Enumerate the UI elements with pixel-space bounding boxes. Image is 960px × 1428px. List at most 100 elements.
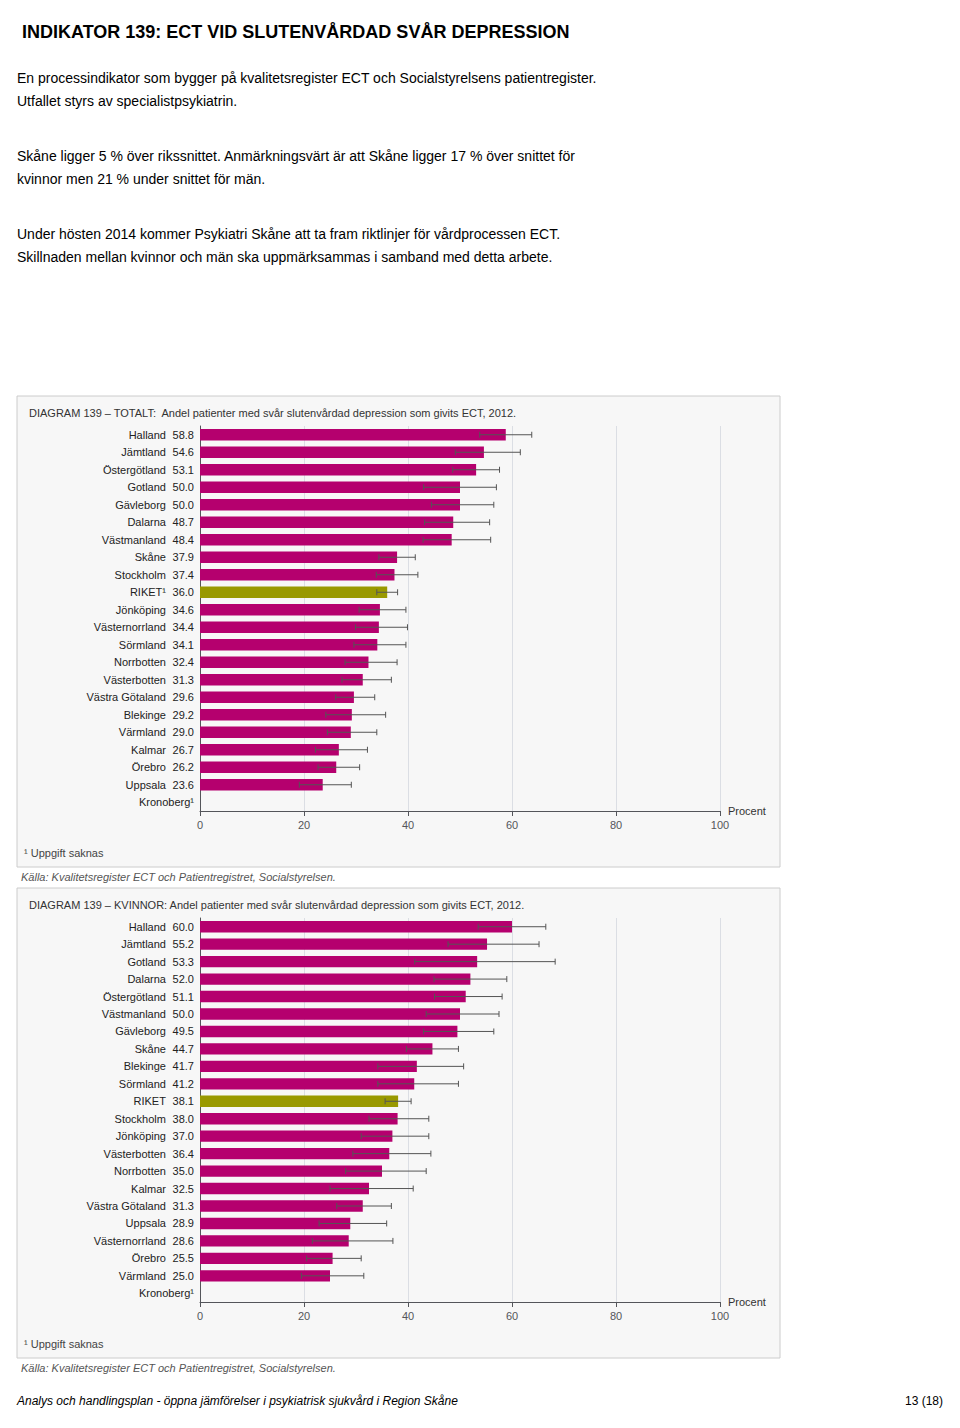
svg-text:kvinnor men 21 % under snittet: kvinnor men 21 % under snittet för män.: [17, 171, 265, 187]
svg-text:35.0: 35.0: [173, 1165, 194, 1177]
svg-text:37.4: 37.4: [173, 569, 194, 581]
svg-text:50.0: 50.0: [173, 481, 194, 493]
svg-text:Norrbotten: Norrbotten: [114, 1165, 166, 1177]
svg-text:En processindikator som bygger: En processindikator som bygger på kvalit…: [17, 70, 596, 86]
svg-text:25.0: 25.0: [173, 1270, 194, 1282]
svg-text:25.5: 25.5: [173, 1252, 194, 1264]
svg-text:31.3: 31.3: [173, 674, 194, 686]
svg-text:32.5: 32.5: [173, 1183, 194, 1195]
svg-text:37.0: 37.0: [173, 1130, 194, 1142]
svg-text:20: 20: [298, 1310, 310, 1322]
svg-text:80: 80: [610, 819, 622, 831]
svg-text:Västmanland: Västmanland: [102, 534, 166, 546]
svg-text:Värmland: Värmland: [119, 1270, 166, 1282]
svg-text:RIKET¹: RIKET¹: [130, 586, 166, 598]
svg-text:Kalmar: Kalmar: [131, 744, 166, 756]
svg-text:38.1: 38.1: [173, 1095, 194, 1107]
svg-text:40: 40: [402, 819, 414, 831]
svg-text:Västra Götaland: Västra Götaland: [86, 691, 166, 703]
svg-text:Västernorrland: Västernorrland: [94, 1235, 166, 1247]
svg-text:INDIKATOR 139: ECT VID SLUTENV: INDIKATOR 139: ECT VID SLUTENVÅRDAD SVÅR…: [22, 22, 569, 42]
svg-text:60: 60: [506, 1310, 518, 1322]
svg-text:13 (18): 13 (18): [905, 1394, 943, 1408]
svg-text:44.7: 44.7: [173, 1043, 194, 1055]
svg-text:Under hösten 2014 kommer Psyki: Under hösten 2014 kommer Psykiatri Skåne…: [17, 226, 560, 242]
svg-text:32.4: 32.4: [173, 656, 194, 668]
svg-text:Uppsala: Uppsala: [126, 779, 167, 791]
svg-text:Jönköping: Jönköping: [116, 604, 166, 616]
svg-text:Uppsala: Uppsala: [126, 1217, 167, 1229]
svg-text:Kronoberg¹: Kronoberg¹: [139, 796, 194, 808]
svg-text:52.0: 52.0: [173, 973, 194, 985]
svg-text:0: 0: [197, 819, 203, 831]
svg-text:26.2: 26.2: [173, 761, 194, 773]
svg-text:Skåne: Skåne: [135, 551, 166, 563]
svg-text:40: 40: [402, 1310, 414, 1322]
svg-text:37.9: 37.9: [173, 551, 194, 563]
svg-text:Norrbotten: Norrbotten: [114, 656, 166, 668]
svg-text:60: 60: [506, 819, 518, 831]
svg-text:Källa: Kvalitetsregister ECT o: Källa: Kvalitetsregister ECT och Patient…: [21, 1362, 336, 1374]
svg-text:41.7: 41.7: [173, 1060, 194, 1072]
svg-text:Utfallet styrs av specialistps: Utfallet styrs av specialistpsykiatrin.: [17, 93, 237, 109]
svg-text:41.2: 41.2: [173, 1078, 194, 1090]
svg-text:¹ Uppgift saknas: ¹ Uppgift saknas: [24, 847, 104, 859]
svg-text:Västernorrland: Västernorrland: [94, 621, 166, 633]
svg-text:Källa: Kvalitetsregister ECT o: Källa: Kvalitetsregister ECT och Patient…: [21, 871, 336, 883]
svg-text:Dalarna: Dalarna: [127, 973, 166, 985]
svg-text:Stockholm: Stockholm: [115, 569, 166, 581]
svg-text:Västra Götaland: Västra Götaland: [86, 1200, 166, 1212]
svg-text:Stockholm: Stockholm: [115, 1113, 166, 1125]
svg-text:36.4: 36.4: [173, 1148, 194, 1160]
svg-text:28.9: 28.9: [173, 1217, 194, 1229]
svg-text:Dalarna: Dalarna: [127, 516, 166, 528]
svg-text:53.1: 53.1: [173, 464, 194, 476]
svg-text:Jönköping: Jönköping: [116, 1130, 166, 1142]
svg-text:Jämtland: Jämtland: [121, 446, 166, 458]
svg-text:DIAGRAM 139 – KVINNOR: Andel p: DIAGRAM 139 – KVINNOR: Andel patienter m…: [29, 899, 524, 911]
svg-text:100: 100: [711, 1310, 729, 1322]
svg-text:53.3: 53.3: [173, 956, 194, 968]
svg-text:34.1: 34.1: [173, 639, 194, 651]
svg-text:Procent: Procent: [728, 1296, 766, 1308]
svg-text:Analys och handlingsplan - öpp: Analys och handlingsplan - öppna jämföre…: [16, 1394, 458, 1408]
svg-text:34.6: 34.6: [173, 604, 194, 616]
svg-text:Skillnaden mellan kvinnor och: Skillnaden mellan kvinnor och män ska up…: [17, 249, 552, 265]
svg-text:Jämtland: Jämtland: [121, 938, 166, 950]
svg-text:Örebro: Örebro: [132, 1252, 166, 1264]
svg-text:Halland: Halland: [129, 429, 166, 441]
svg-text:31.3: 31.3: [173, 1200, 194, 1212]
svg-text:¹ Uppgift saknas: ¹ Uppgift saknas: [24, 1338, 104, 1350]
svg-text:0: 0: [197, 1310, 203, 1322]
svg-text:Västmanland: Västmanland: [102, 1008, 166, 1020]
svg-text:Blekinge: Blekinge: [124, 709, 166, 721]
svg-text:Gotland: Gotland: [127, 481, 166, 493]
svg-text:Värmland: Värmland: [119, 726, 166, 738]
svg-text:80: 80: [610, 1310, 622, 1322]
svg-text:20: 20: [298, 819, 310, 831]
svg-text:34.4: 34.4: [173, 621, 194, 633]
svg-text:48.7: 48.7: [173, 516, 194, 528]
svg-text:Gävleborg: Gävleborg: [115, 1025, 166, 1037]
svg-text:23.6: 23.6: [173, 779, 194, 791]
svg-text:29.2: 29.2: [173, 709, 194, 721]
svg-text:29.0: 29.0: [173, 726, 194, 738]
svg-text:Västerbotten: Västerbotten: [104, 674, 166, 686]
svg-text:58.8: 58.8: [173, 429, 194, 441]
svg-text:29.6: 29.6: [173, 691, 194, 703]
svg-text:36.0: 36.0: [173, 586, 194, 598]
svg-text:49.5: 49.5: [173, 1025, 194, 1037]
svg-text:Gotland: Gotland: [127, 956, 166, 968]
svg-text:Östergötland: Östergötland: [103, 464, 166, 476]
svg-text:Procent: Procent: [728, 805, 766, 817]
svg-text:Östergötland: Östergötland: [103, 991, 166, 1003]
svg-text:51.1: 51.1: [173, 991, 194, 1003]
svg-text:100: 100: [711, 819, 729, 831]
svg-text:38.0: 38.0: [173, 1113, 194, 1125]
svg-text:Halland: Halland: [129, 921, 166, 933]
svg-text:50.0: 50.0: [173, 1008, 194, 1020]
svg-text:55.2: 55.2: [173, 938, 194, 950]
svg-text:Västerbotten: Västerbotten: [104, 1148, 166, 1160]
svg-text:Skåne ligger 5 % över rikssnit: Skåne ligger 5 % över rikssnittet. Anmär…: [17, 148, 575, 164]
svg-text:54.6: 54.6: [173, 446, 194, 458]
